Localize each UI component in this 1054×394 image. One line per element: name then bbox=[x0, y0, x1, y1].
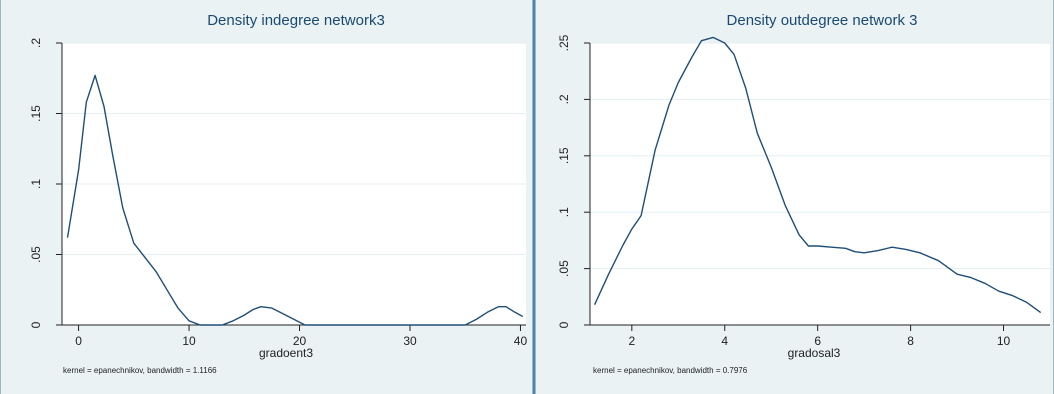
y-tick-label: .15 bbox=[557, 147, 571, 164]
right-chart-panel: Density outdegree network 3 0 .05 .1 .15 .2.… bbox=[535, 0, 1054, 394]
indegree-density-chart: Density indegree network3 0 .05 .1 .15 .2 0 10… bbox=[29, 12, 527, 375]
left-chart-panel: Density indegree network3 0 .05 .1 .15 .2 0 10… bbox=[0, 0, 533, 394]
y-tick-label: .2 bbox=[557, 94, 571, 104]
y-tick-label: 0 bbox=[557, 321, 571, 328]
x-tick-label: 40 bbox=[514, 334, 528, 348]
chart-title: Density outdegree network 3 bbox=[727, 12, 918, 29]
chart-title: Density indegree network3 bbox=[207, 12, 385, 29]
series bbox=[66, 74, 524, 326]
y-tick-label: .25 bbox=[557, 34, 571, 51]
x-tick-label: 8 bbox=[907, 334, 914, 348]
x-axis-title: gradosal3 bbox=[788, 346, 841, 360]
density-line bbox=[593, 36, 1042, 314]
series bbox=[593, 36, 1042, 314]
y-tick-label: .05 bbox=[557, 260, 571, 277]
x-tick-label: 20 bbox=[293, 334, 307, 348]
x-tick-label: 30 bbox=[403, 334, 417, 348]
axes: 0 .05 .1 .15 .2 0 10 20 30 40 bbox=[29, 38, 527, 348]
x-tick-label: 10 bbox=[182, 334, 196, 348]
y-tick-label: .15 bbox=[29, 105, 43, 122]
y-tick-label: .05 bbox=[29, 246, 43, 263]
x-tick-label: 2 bbox=[628, 334, 635, 348]
y-tick-label: .1 bbox=[29, 179, 43, 189]
x-tick-label: 6 bbox=[814, 334, 821, 348]
x-tick-label: 4 bbox=[721, 334, 728, 348]
kernel-note: kernel = epanechnikov, bandwidth = 1.116… bbox=[63, 366, 217, 375]
outdegree-density-chart: Density outdegree network 3 0 .05 .1 .15 .2.… bbox=[557, 12, 1050, 375]
x-tick-label: 10 bbox=[997, 334, 1011, 348]
plot-area bbox=[590, 43, 1050, 325]
x-tick-label: 0 bbox=[75, 334, 82, 348]
y-tick-label: 0 bbox=[29, 321, 43, 328]
panel-divider bbox=[533, 0, 535, 394]
axes: 0 .05 .1 .15 .2 .25 2 4 6 8 10 bbox=[557, 34, 1050, 348]
y-tick-label: .1 bbox=[557, 207, 571, 217]
density-line bbox=[66, 74, 524, 326]
x-axis-title: gradoent3 bbox=[259, 346, 313, 360]
kernel-note: kernel = epanechnikov, bandwidth = 0.797… bbox=[593, 366, 748, 375]
y-tick-label: .2 bbox=[29, 38, 43, 48]
